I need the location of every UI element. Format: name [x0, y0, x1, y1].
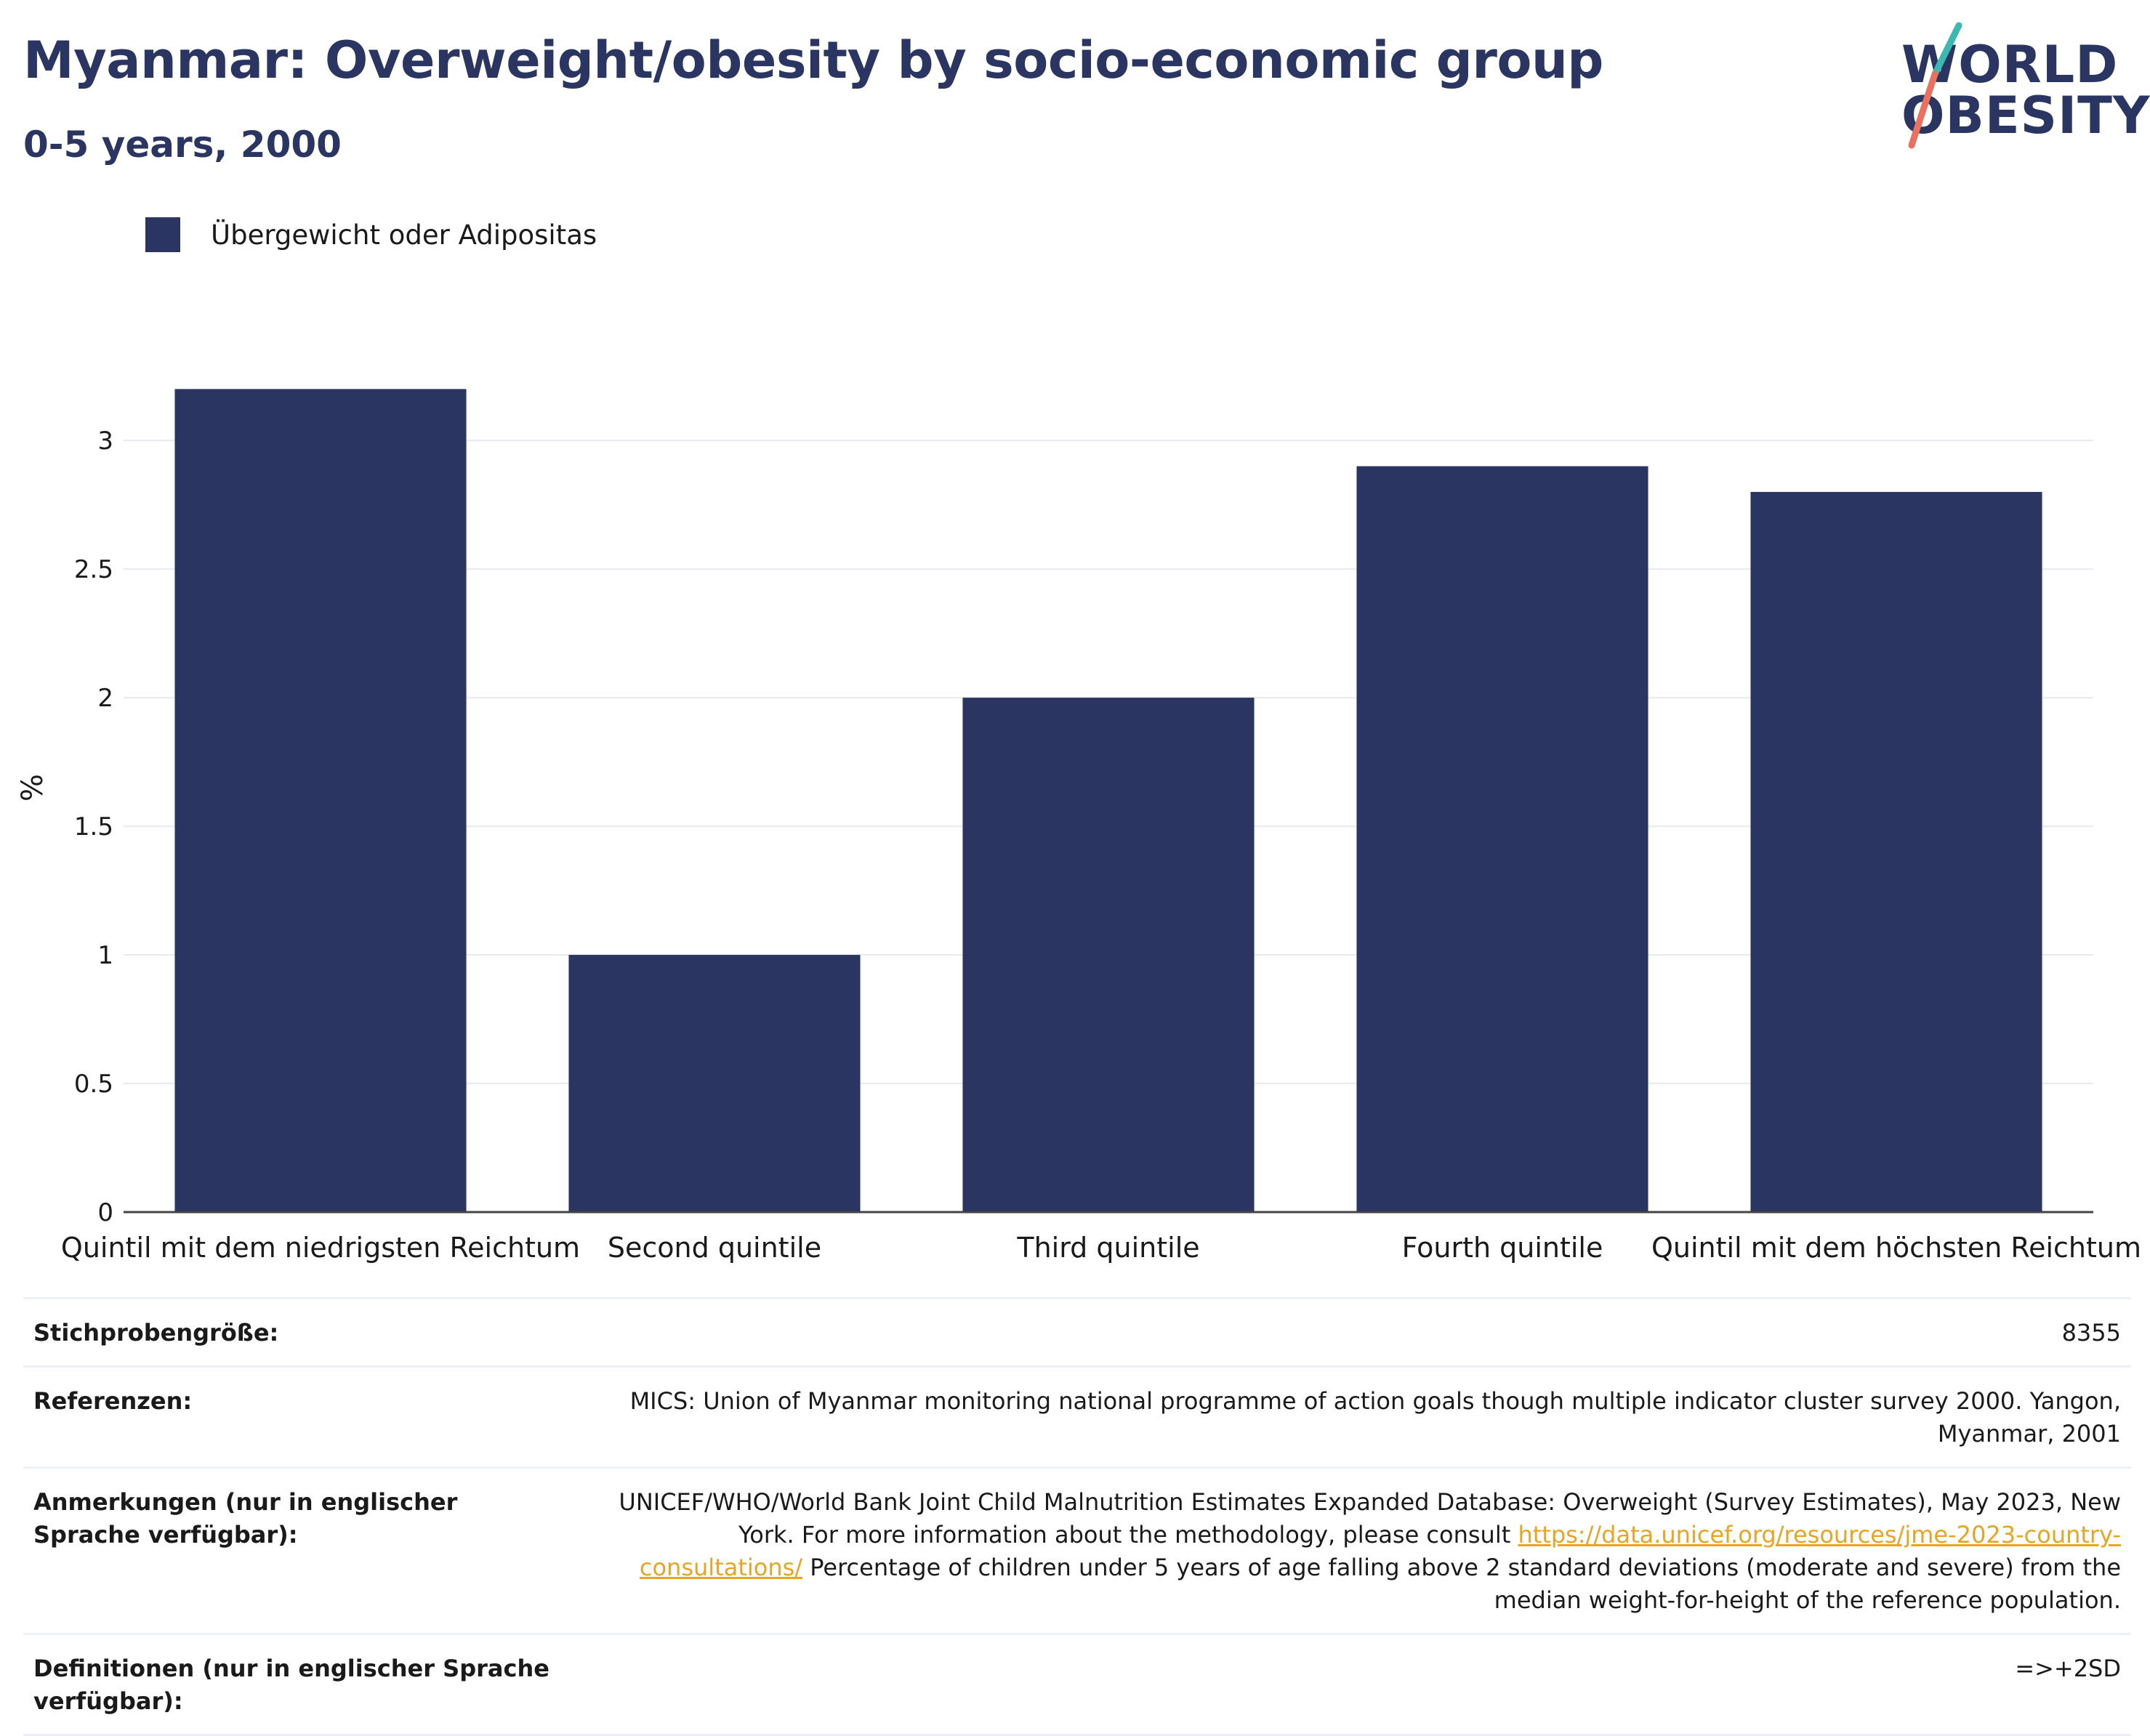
x-category-label: Quintil mit dem niedrigsten Reichtum: [61, 1232, 580, 1264]
x-category-label: Fourth quintile: [1402, 1232, 1603, 1264]
x-category-label: Second quintile: [608, 1232, 821, 1264]
legend: Übergewicht oder Adipositas: [145, 217, 597, 253]
definitions-value: =>+2SD: [2015, 1655, 2121, 1682]
world-obesity-logo: WORLD OBESITY: [1890, 22, 2150, 153]
methodology-link[interactable]: https://data.unicef.org/resources/jme-20…: [639, 1521, 2121, 1581]
y-tick-label: 1: [97, 941, 113, 970]
y-tick-label: 2: [97, 684, 113, 713]
notes-value: UNICEF/WHO/World Bank Joint Child Malnut…: [609, 1486, 2131, 1617]
bar[interactable]: [1750, 491, 2042, 1212]
y-tick-label: 0.5: [74, 1070, 113, 1099]
y-tick-label: 0: [97, 1198, 113, 1227]
y-tick-label: 1.5: [74, 812, 113, 841]
references-label: Referenzen:: [33, 1387, 193, 1415]
logo-slash-icon: [1908, 22, 1962, 149]
notes-label: Anmerkungen (nur in englischer Sprache v…: [33, 1488, 458, 1549]
table-row-sample-size: Stichprobengröße: 8355: [23, 1299, 2131, 1368]
bars: [174, 389, 2042, 1213]
info-table: Stichprobengröße: 8355 Referenzen: MICS:…: [23, 1297, 2131, 1736]
sample-size-label: Stichprobengröße:: [33, 1319, 279, 1347]
y-axis-ticks: 0 0.5 1 1.5 2 2.5 3: [74, 427, 113, 1227]
bar-chart: 0 0.5 1 1.5 2 2.5 3 Quintil mit dem niedrigste…: [16, 389, 2141, 1264]
x-category-label: Third quintile: [1016, 1232, 1199, 1264]
legend-label: Übergewicht oder Adipositas: [211, 219, 597, 251]
x-category-label: Quintil mit dem höchsten Reichtum: [1651, 1232, 2141, 1264]
table-row-notes: Anmerkungen (nur in englischer Sprache v…: [23, 1469, 2131, 1635]
bar[interactable]: [962, 698, 1255, 1212]
x-axis-labels: Quintil mit dem niedrigsten Reichtum Seco…: [61, 1232, 2141, 1264]
y-axis-label: %: [16, 774, 49, 802]
bar[interactable]: [1356, 466, 1648, 1213]
table-row-definitions: Definitionen (nur in englischer Sprache …: [23, 1635, 2131, 1736]
table-row-references: Referenzen: MICS: Union of Myanmar monit…: [23, 1368, 2131, 1469]
notes-text-after: Percentage of children under 5 years of …: [802, 1554, 2121, 1614]
references-value: MICS: Union of Myanmar monitoring nation…: [629, 1387, 2121, 1448]
definitions-label: Definitionen (nur in englischer Sprache …: [33, 1655, 549, 1715]
sample-size-value: 8355: [2061, 1319, 2121, 1347]
chart-title: Myanmar: Overweight/obesity by socio-eco…: [23, 31, 1603, 90]
logo-word-2: OBESITY: [1901, 86, 2150, 145]
y-tick-label: 3: [97, 427, 113, 456]
bar[interactable]: [174, 389, 467, 1212]
legend-swatch: [145, 217, 180, 252]
y-tick-label: 2.5: [74, 555, 113, 584]
notes-text-before: UNICEF/WHO/World Bank Joint Child Malnut…: [619, 1488, 2121, 1549]
chart-subtitle: 0-5 years, 2000: [23, 124, 342, 166]
bar[interactable]: [568, 955, 861, 1212]
